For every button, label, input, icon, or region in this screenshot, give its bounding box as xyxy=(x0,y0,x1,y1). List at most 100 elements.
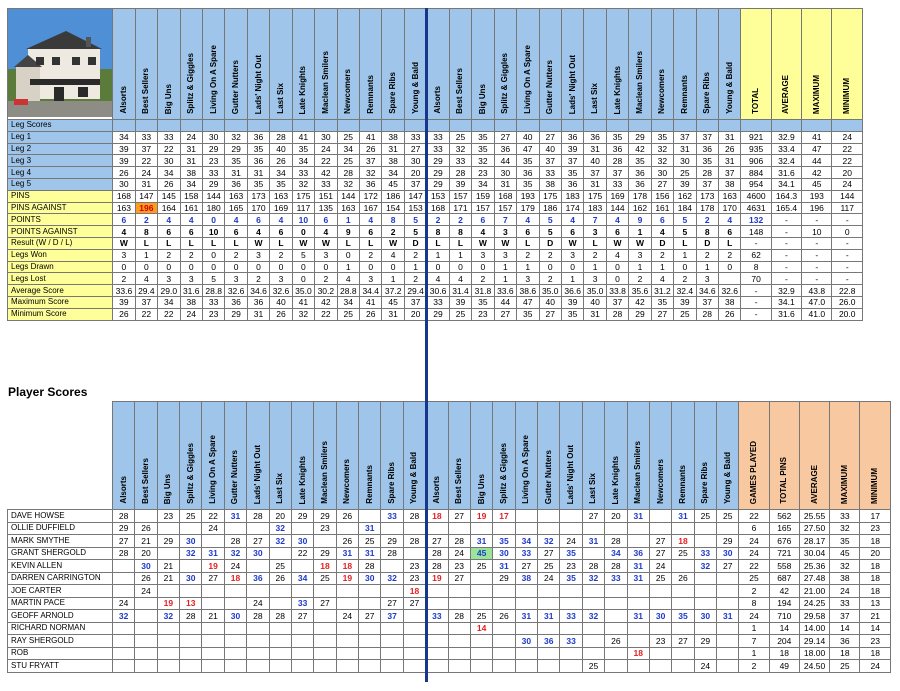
player-score xyxy=(559,621,583,635)
player-score xyxy=(134,596,158,610)
player-score xyxy=(693,521,718,535)
stat-summary: 144 xyxy=(831,189,863,203)
stat-value: 2 xyxy=(358,248,383,262)
team-col-header: Last Six xyxy=(269,8,293,120)
player-score: 17 xyxy=(492,509,516,523)
player-score xyxy=(447,659,471,673)
player-summary-header: TOTAL PINS xyxy=(768,401,800,510)
player-score: 31 xyxy=(537,609,561,623)
player-summary: 24.50 xyxy=(798,659,831,673)
player-score xyxy=(179,659,203,673)
stat-value: 4 xyxy=(134,272,159,286)
stat-value: 42 xyxy=(314,166,338,179)
player-score xyxy=(537,621,561,635)
player-summary: 49 xyxy=(768,659,800,673)
stat-value: 2 xyxy=(448,213,473,227)
player-score xyxy=(581,584,606,598)
team-header-row: Alsorts Best Sellers Big Uns Splitz & Giggl… xyxy=(6,8,863,120)
stat-value: 44 xyxy=(493,154,518,168)
stat-value: 172 xyxy=(358,189,383,203)
player-score: 28 xyxy=(380,546,404,560)
player-score xyxy=(268,596,292,610)
stat-value: 37 xyxy=(605,295,630,309)
stat-label: PINS AGAINST xyxy=(6,201,114,215)
stat-summary: 4631 xyxy=(740,201,772,215)
player-score xyxy=(537,521,561,535)
player-score xyxy=(335,634,360,648)
stat-summary: 41 xyxy=(801,130,833,144)
stat-value: 36 xyxy=(695,142,720,156)
stat-summary: 117 xyxy=(831,201,863,215)
stat-value: 27 xyxy=(403,142,428,156)
stat-value: 38 xyxy=(717,177,742,191)
stat-value: 31.6 xyxy=(179,284,203,297)
stat-value: 3 xyxy=(179,272,203,286)
player-score: 18 xyxy=(626,646,650,660)
player-score xyxy=(201,596,225,610)
player-score xyxy=(492,621,516,635)
stat-value: 1 xyxy=(448,248,473,262)
player-score xyxy=(581,521,606,535)
stat-value: 3 xyxy=(695,272,720,286)
player-name: STU FRYATT xyxy=(7,659,113,673)
stat-summary: 24 xyxy=(831,177,863,191)
stat-value: 175 xyxy=(583,189,607,203)
stat-value: 193 xyxy=(516,189,540,203)
stat-value: W xyxy=(471,236,495,250)
stat-value: 28 xyxy=(605,154,630,168)
player-score xyxy=(156,584,181,598)
player-summary: 18.00 xyxy=(798,646,831,660)
player-score: 14 xyxy=(469,621,494,635)
player-score: 27 xyxy=(537,546,561,560)
player-score xyxy=(380,521,404,535)
team-col-header: Gutter Nutters xyxy=(538,8,562,120)
stat-value: 4 xyxy=(381,248,405,262)
stat-summary: - xyxy=(770,236,803,250)
empty-cell xyxy=(717,119,742,132)
player-score xyxy=(648,509,673,523)
player-score: 32 xyxy=(179,546,203,560)
stat-value: 36 xyxy=(560,177,585,191)
stat-value: 4 xyxy=(269,213,293,227)
empty-cell xyxy=(770,119,803,132)
stat-value: 6 xyxy=(112,213,136,227)
stat-value: 2 xyxy=(157,248,181,262)
player-score xyxy=(537,659,561,673)
stat-value: 144 xyxy=(336,189,361,203)
stat-value: 0 xyxy=(201,260,226,274)
player-col-header: Remnants xyxy=(358,401,382,510)
player-score xyxy=(111,634,136,648)
player-score xyxy=(716,646,740,660)
team-col-header: Big Uns xyxy=(471,8,495,120)
empty-header xyxy=(7,401,113,510)
stat-value: 29 xyxy=(628,130,652,144)
stat-value: 37 xyxy=(538,154,562,168)
player-score: 26 xyxy=(134,521,158,535)
stat-value: 35 xyxy=(246,142,271,156)
stat-value: 161 xyxy=(179,201,203,215)
team-stat-row: POINTS 6 2 4 4 0 4 6 4 10 6 1 4 8 5 2 2 6 7 4 5 4 7 4 9 6 5 2 4 132- -… xyxy=(6,213,863,227)
stat-value: 10 xyxy=(291,213,316,227)
team-col-header: Lads' Night Out xyxy=(560,8,585,120)
stat-value: 31 xyxy=(179,154,203,168)
stat-value: 171 xyxy=(448,201,473,215)
player-row: DAVE HOWSE 28 23 25 22 31 28 20 29 29 26 33 28 18 27 19… xyxy=(7,509,891,523)
stat-value: 33.6 xyxy=(112,284,136,297)
stat-value: 26 xyxy=(269,307,293,321)
league-half-divider xyxy=(425,8,428,682)
stat-value: 0 xyxy=(291,272,316,286)
team-stat-row: Leg 1 34 33 33 24 30 32 36 28 41 30 25 41 38 33 33 25 35 2… xyxy=(6,130,863,144)
player-col-header: Newcomers xyxy=(648,401,673,510)
player-score: 34 xyxy=(290,571,315,585)
player-score: 27 xyxy=(402,596,427,610)
stat-value: L xyxy=(583,236,607,250)
stat-summary: 62 xyxy=(740,248,772,262)
player-col-header: Last Six xyxy=(581,401,606,510)
stat-value: L xyxy=(516,236,540,250)
player-score xyxy=(469,571,494,585)
player-col-header: Maclean Smilers xyxy=(626,401,650,510)
stat-value: 31 xyxy=(717,154,742,168)
player-score: 25 xyxy=(313,571,337,585)
stat-summary: - xyxy=(770,272,803,286)
stat-summary: 33.4 xyxy=(770,142,803,156)
